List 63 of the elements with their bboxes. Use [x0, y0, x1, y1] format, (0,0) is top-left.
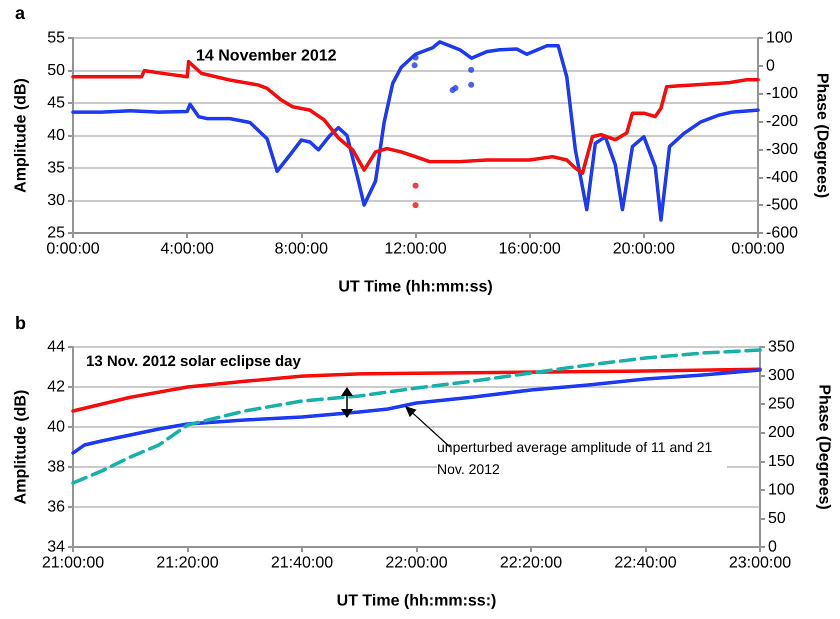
y-tick-label: 38 — [47, 458, 66, 476]
y2-tick-label: -200 — [766, 113, 798, 130]
x-tick-label: 22:40:00 — [614, 554, 677, 572]
x-tick-label: 22:00:00 — [385, 554, 448, 572]
point — [468, 82, 474, 88]
y-tick-label: 42 — [47, 378, 66, 396]
y2-tick-label: 200 — [768, 424, 795, 442]
line-series — [71, 60, 760, 175]
x-tick-label: 4:00:00 — [160, 240, 214, 258]
y2-tick-label: 350 — [768, 338, 795, 356]
line-series — [71, 368, 762, 413]
x-tick-label: 0:00:00 — [731, 240, 785, 258]
annotation: unperturbed average amplitude of 11 and 21 Nov. 2012 — [437, 439, 716, 477]
y2-tick-label: 150 — [768, 452, 795, 470]
y2-tick-label: -100 — [766, 85, 798, 102]
x-tick-label: 21:00:00 — [42, 554, 104, 572]
y-tick-label: 44 — [47, 338, 66, 356]
chart-title: b — [15, 313, 26, 333]
x-tick-label: 8:00:00 — [274, 240, 328, 258]
y2-tick-label: 100 — [768, 481, 795, 498]
y2-axis-title: Phase (Degrees) — [816, 384, 832, 510]
y-tick-label: 35 — [47, 160, 66, 176]
y2-tick-label: 250 — [768, 396, 795, 413]
y2-tick-label: 100 — [766, 30, 793, 46]
y2-tick-label: 300 — [768, 367, 795, 384]
x-tick-label: 23:00:00 — [728, 554, 792, 572]
y-axis-title: Amplitude (dB) — [12, 78, 30, 193]
y-tick-label: 34 — [47, 538, 66, 556]
x-tick-label: 16:00:00 — [498, 240, 561, 258]
x-axis-title: UT Time (hh:mm:ss) — [338, 278, 493, 296]
annotation: 13 Nov. 2012 solar eclipse day — [86, 353, 302, 370]
x-tick-label: 0:00:00 — [46, 240, 100, 258]
y2-tick-label: -600 — [766, 224, 798, 242]
y-tick-label: 40 — [47, 418, 66, 436]
y-tick-label: 55 — [47, 30, 66, 46]
y2-tick-label: -500 — [766, 196, 798, 214]
y-tick-label: 50 — [47, 62, 66, 79]
x-tick-label: 21:20:00 — [156, 554, 219, 572]
x-tick-label: 21:40:00 — [270, 554, 334, 572]
y-tick-label: 40 — [47, 127, 66, 144]
y-axis-title: Amplitude (dB) — [12, 390, 30, 504]
x-tick-label: 12:00:00 — [384, 240, 447, 258]
line-series — [71, 348, 762, 485]
x-axis-title: UT Time (hh:mm:ss:) — [336, 592, 496, 610]
chart-title: a — [15, 3, 26, 23]
point — [468, 66, 474, 73]
y2-tick-label: -300 — [766, 140, 798, 158]
point — [452, 85, 458, 92]
y2-axis-title: Phase (Degrees) — [814, 72, 830, 198]
line-series — [71, 40, 760, 222]
annotation: 14 November 2012 — [196, 48, 337, 64]
y-tick-label: 30 — [47, 192, 66, 209]
y2-tick-label: 0 — [766, 57, 775, 74]
line-series — [71, 368, 762, 455]
point — [412, 62, 418, 68]
y2-tick-label: 50 — [768, 510, 786, 527]
y2-tick-label: 0 — [768, 538, 777, 556]
y-tick-label: 25 — [47, 224, 66, 242]
x-tick-label: 20:00:00 — [612, 240, 676, 258]
y-tick-label: 45 — [47, 94, 66, 112]
y2-tick-label: -400 — [766, 168, 798, 186]
x-tick-label: 22:20:00 — [500, 554, 562, 572]
y-tick-label: 36 — [47, 498, 66, 516]
